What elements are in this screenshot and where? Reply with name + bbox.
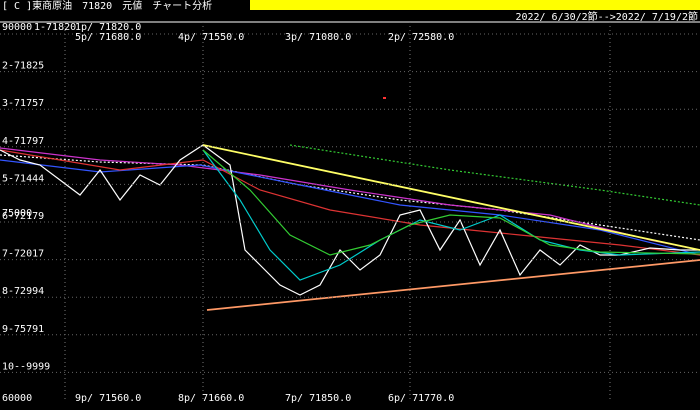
marker xyxy=(383,97,386,99)
row-label: 2-71825 xyxy=(2,61,44,72)
bottom-label: 6p/ 71770.0 xyxy=(388,393,454,404)
axis-label: 75000 xyxy=(2,208,32,219)
title: [ C ]東商原油 71820 元値 チャート分析 xyxy=(2,0,212,12)
top-label: 2p/ 72580.0 xyxy=(388,32,454,43)
row-label: 7-72017 xyxy=(2,249,44,260)
row-label: 8-72994 xyxy=(2,286,44,297)
top-label: 1p/ 71820.0 xyxy=(75,22,141,33)
bottom-label: 7p/ 71850.0 xyxy=(285,393,351,404)
bottom-label: 8p/ 71660.0 xyxy=(178,393,244,404)
row-label: 4-71797 xyxy=(2,136,44,147)
bottom-label: 9p/ 71560.0 xyxy=(75,393,141,404)
price-lines xyxy=(0,144,700,311)
axis-label: 60000 xyxy=(2,393,32,404)
top-label: 4p/ 71550.0 xyxy=(178,32,244,43)
status-bar xyxy=(250,0,700,10)
row-label: 6-72179 xyxy=(2,211,44,222)
date-range: 2022/ 6/30/2節-->2022/ 7/19/2節 xyxy=(515,10,698,23)
axis-label: 90000 xyxy=(2,22,32,33)
row-label: 1-71820 xyxy=(34,22,76,33)
row-label: 5-71444 xyxy=(2,173,44,184)
row-label: 3-71757 xyxy=(2,98,44,109)
row-label: 9-75791 xyxy=(2,324,44,335)
top-label: 3p/ 71080.0 xyxy=(285,32,351,43)
row-label: 10--9999 xyxy=(2,361,50,372)
top-label: 5p/ 71680.0 xyxy=(75,32,141,43)
